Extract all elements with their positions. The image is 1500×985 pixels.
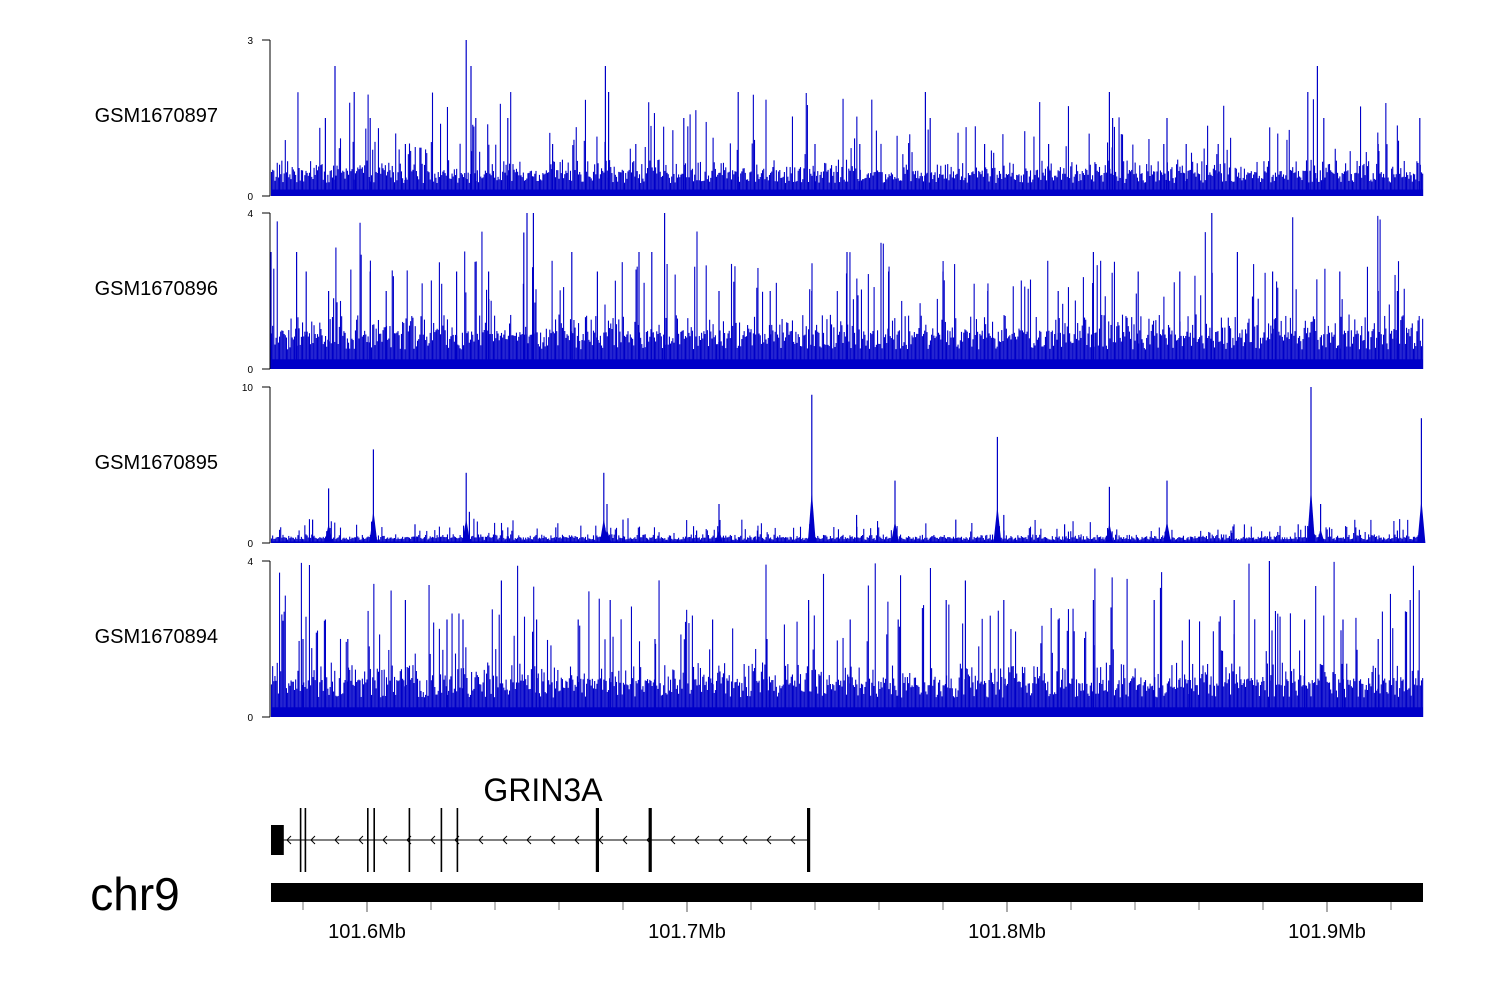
y-tick-label: 0 [247,539,253,550]
exon [648,808,652,872]
strand-arrow [502,835,508,845]
gene-label: GRIN3A [483,772,603,808]
strand-arrow [286,835,292,845]
exon [595,808,599,872]
y-tick-label: 3 [247,36,253,47]
y-tick-label: 10 [242,383,254,394]
y-tick-label: 0 [247,192,253,203]
axis-tick-label: 101.8Mb [968,921,1046,943]
coverage-peaks [324,40,1421,196]
y-tick-label: 0 [247,713,253,724]
exon [299,808,302,872]
exon [271,825,284,855]
axis-tick-label: 101.7Mb [648,921,726,943]
exon [408,808,411,872]
peak-shoulder [715,529,723,543]
strand-arrow [526,835,532,845]
strand-arrow [358,835,364,845]
peak-shoulder [324,523,333,543]
chromosome-bar [271,883,1423,902]
exon [367,808,369,872]
track-GSM1670895: GSM1670895 10 0 [95,383,1426,550]
peak-shoulder [1417,499,1426,543]
chromosome-label: chr9 [90,868,179,920]
track-label: GSM1670897 [95,105,218,127]
coverage-peaks [302,561,1411,717]
exon [440,808,443,872]
coverage-noise [270,561,1424,717]
peak-shoulder [603,529,611,543]
axis-tick-label: 101.6Mb [328,921,406,943]
axis-tick-label: 101.9Mb [1288,921,1366,943]
coverage-noise [270,92,1424,196]
peak-shoulder [891,521,899,543]
track-GSM1670894: GSM1670894 4 0 [95,557,1424,724]
peak-shoulder [1105,523,1114,543]
y-tick-label: 0 [247,365,253,376]
chromosome-track: chr9 101.6Mb 101.7Mb 101.8Mb 101.9Mb [90,868,1423,943]
peak-shoulder [369,510,378,543]
coverage-peaks [312,387,1426,543]
strand-arrow [574,835,580,845]
peak-shoulder [1316,529,1325,543]
track-label: GSM1670896 [95,278,218,300]
peak-shoulder [1307,488,1315,543]
track-GSM1670896: GSM1670896 4 0 [95,209,1424,376]
track-label: GSM1670895 [95,452,218,474]
exon [456,808,459,872]
exon [304,808,307,872]
peak-shoulder [807,491,816,543]
peak-shoulder [462,518,471,543]
strand-arrow [742,835,748,845]
strand-arrow [718,835,724,845]
coverage-peaks [270,213,1399,369]
y-tick-label: 4 [247,209,253,220]
track-GSM1670897: GSM1670897 3 0 [95,36,1424,203]
exon [807,808,811,872]
strand-arrow [310,835,316,845]
exon [373,808,375,872]
track-label: GSM1670894 [95,626,218,648]
coverage-noise [270,518,1424,543]
strand-arrow [478,835,484,845]
peak-shoulder [1163,521,1171,543]
peak-shoulder [993,505,1002,543]
strand-arrow [670,835,676,845]
coverage-floor [271,707,1423,717]
strand-arrow [382,835,388,845]
strand-arrow [622,835,628,845]
strand-arrow [766,835,772,845]
strand-arrow [430,835,436,845]
y-tick-label: 4 [247,557,253,568]
coverage-floor [271,189,1423,196]
coverage-floor [271,541,1423,543]
strand-arrow [334,835,340,845]
strand-arrow [790,835,796,845]
strand-arrow [550,835,556,845]
strand-arrow [694,835,700,845]
gene-track: GRIN3A [271,772,811,872]
